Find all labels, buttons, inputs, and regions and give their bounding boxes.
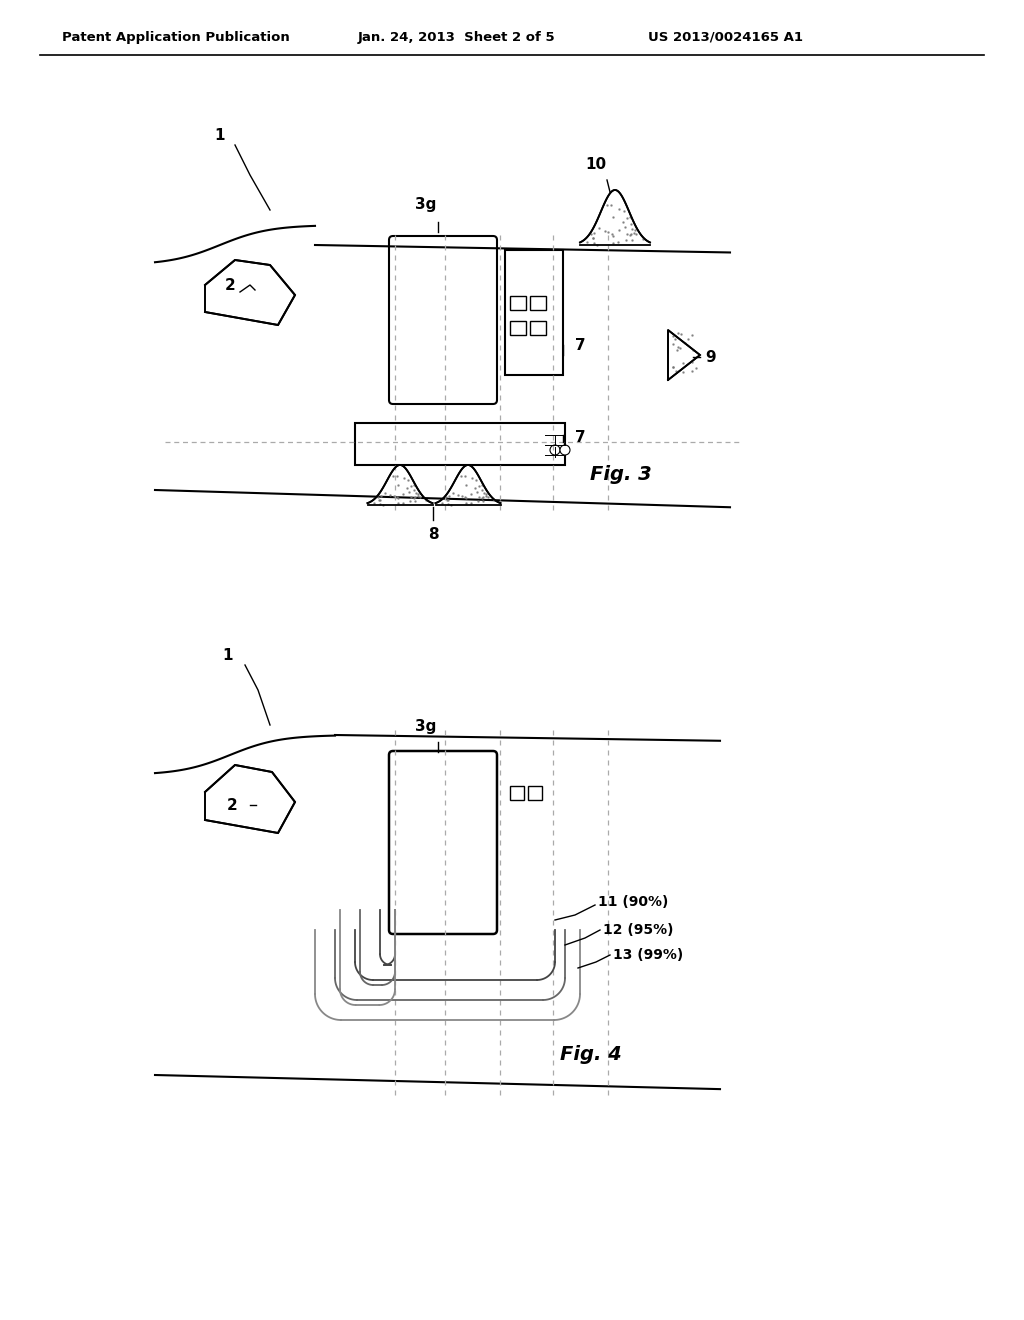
Text: Fig. 3: Fig. 3 xyxy=(590,466,651,484)
Text: 1: 1 xyxy=(223,648,233,663)
Text: 12 (95%): 12 (95%) xyxy=(603,923,674,937)
FancyBboxPatch shape xyxy=(389,236,497,404)
Text: 3g: 3g xyxy=(416,197,436,213)
Text: Patent Application Publication: Patent Application Publication xyxy=(62,30,290,44)
Text: Jan. 24, 2013  Sheet 2 of 5: Jan. 24, 2013 Sheet 2 of 5 xyxy=(358,30,556,44)
Bar xyxy=(510,785,524,800)
Bar xyxy=(528,785,542,800)
FancyBboxPatch shape xyxy=(389,751,497,935)
Text: 2: 2 xyxy=(224,277,234,293)
Text: 9: 9 xyxy=(705,350,716,364)
Bar xyxy=(505,249,563,375)
Text: 11 (90%): 11 (90%) xyxy=(598,895,669,909)
Polygon shape xyxy=(205,260,295,325)
Text: Fig. 4: Fig. 4 xyxy=(560,1045,622,1064)
Text: 10: 10 xyxy=(586,157,606,172)
Bar xyxy=(530,296,546,310)
Text: 8: 8 xyxy=(428,527,438,543)
Text: 2: 2 xyxy=(227,797,238,813)
Bar xyxy=(355,422,565,465)
Circle shape xyxy=(560,445,570,455)
Text: 3g: 3g xyxy=(416,719,436,734)
Bar xyxy=(510,296,526,310)
Text: 1: 1 xyxy=(215,128,225,143)
Text: US 2013/0024165 A1: US 2013/0024165 A1 xyxy=(648,30,803,44)
Text: 7: 7 xyxy=(575,430,586,446)
Polygon shape xyxy=(205,766,295,833)
Bar xyxy=(530,321,546,335)
Bar xyxy=(510,321,526,335)
Circle shape xyxy=(550,445,560,455)
Text: 7: 7 xyxy=(575,338,586,352)
Text: 13 (99%): 13 (99%) xyxy=(613,948,683,962)
Polygon shape xyxy=(668,330,700,380)
